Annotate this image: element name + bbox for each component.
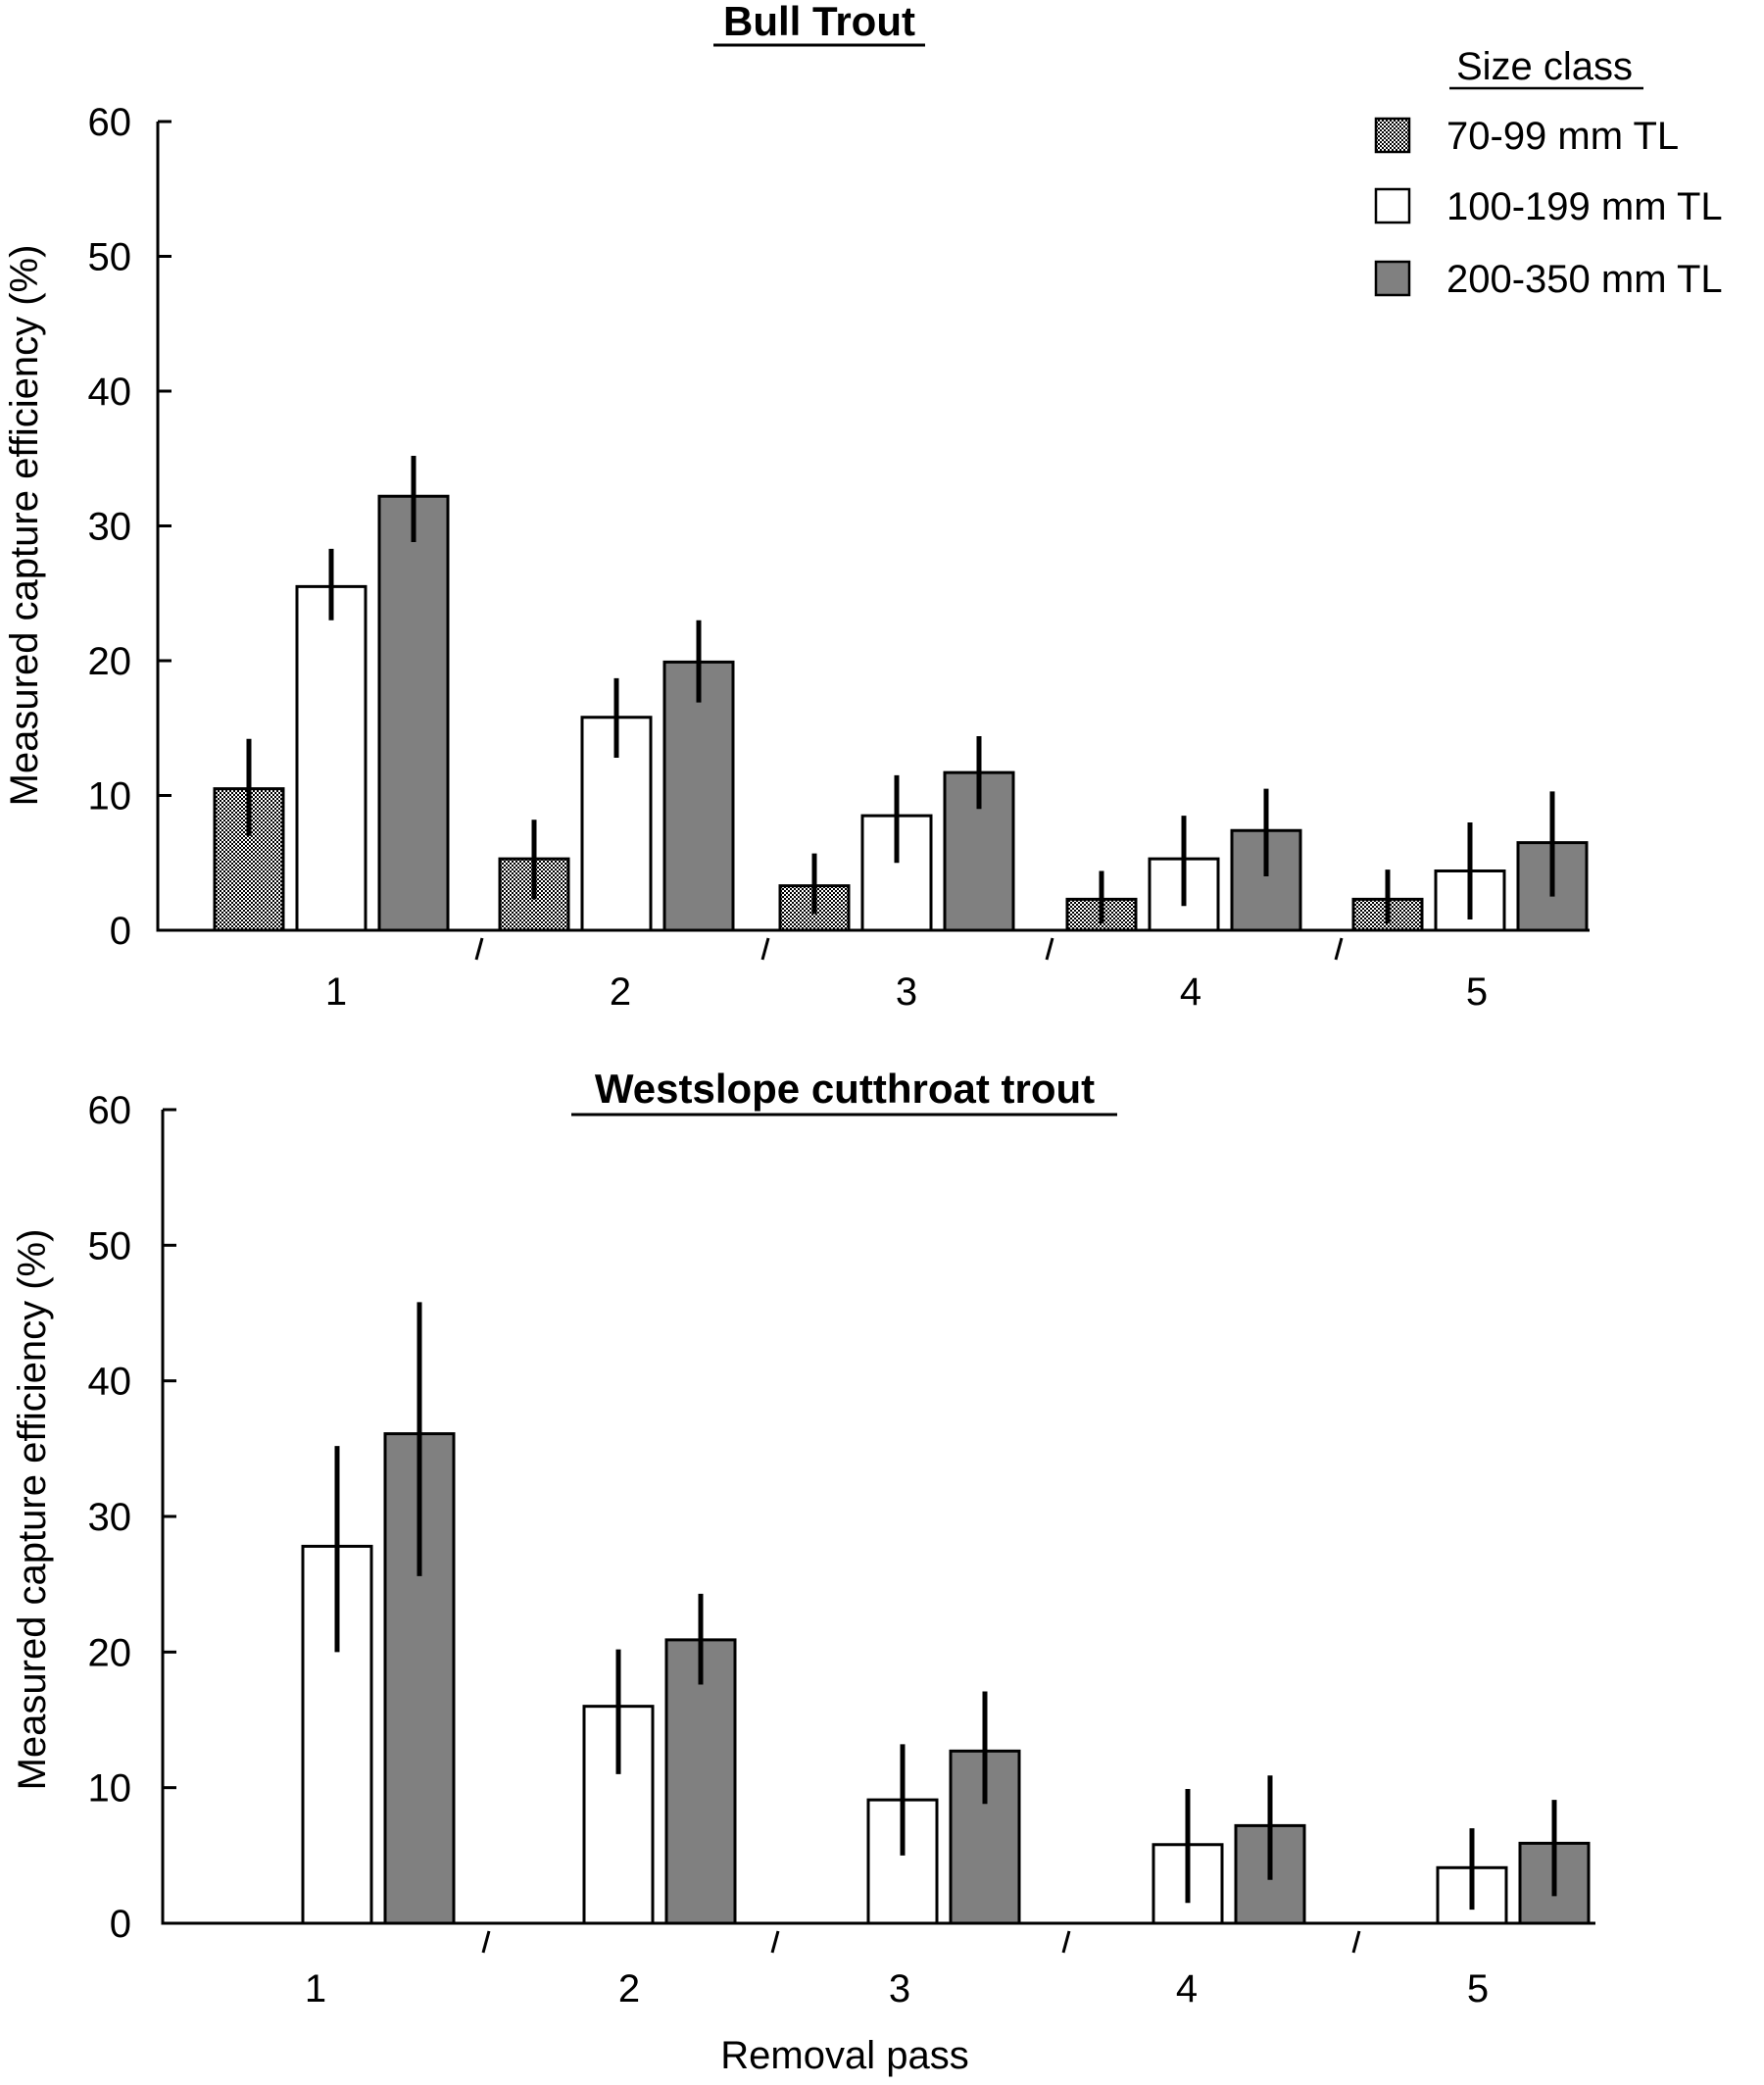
y-tick-label: 0 (110, 1903, 131, 1946)
legend-label: 70-99 mm TL (1446, 115, 1679, 158)
y-tick-label: 60 (88, 101, 132, 144)
y-tick-label: 10 (88, 775, 132, 819)
x-tick (1334, 937, 1344, 961)
x-tick (1045, 937, 1054, 961)
legend-label: 200-350 mm TL (1446, 258, 1723, 301)
y-tick-label: 60 (88, 1089, 132, 1132)
y-tick-label: 50 (88, 1224, 132, 1267)
legend-swatch (1374, 187, 1411, 224)
x-tick-label: 2 (610, 970, 631, 1014)
bar (301, 1544, 373, 1925)
x-tick-label: 2 (618, 1967, 640, 2011)
y-axis-label: Measured capture efficiency (%) (11, 1229, 54, 1791)
westslope-cutthroat-panel: Westslope cutthroat trout Measured captur… (11, 1066, 1595, 2077)
y-tick-label: 30 (88, 506, 132, 549)
x-tick (760, 937, 770, 961)
bar (295, 584, 368, 932)
y-tick-label: 40 (88, 371, 132, 414)
bar (662, 660, 735, 932)
y-tick-label: 20 (88, 1631, 132, 1674)
legend: Size class 70-99 mm TL 100-199 mm TL 200-35… (1374, 45, 1723, 301)
x-tick-label: 5 (1467, 1967, 1489, 2011)
y-tick-label: 10 (88, 1767, 132, 1811)
x-tick (481, 1930, 491, 1954)
x-tick (1061, 1930, 1071, 1954)
x-tick (474, 937, 484, 961)
x-tick (770, 1930, 780, 1954)
legend-swatch (1374, 117, 1411, 154)
x-tick-label: 4 (1176, 1967, 1198, 2011)
y-tick-label: 0 (110, 910, 131, 953)
legend-title: Size class (1456, 45, 1633, 88)
x-tick-label: 3 (896, 970, 917, 1014)
y-tick-label: 30 (88, 1496, 132, 1539)
bar (664, 1638, 737, 1925)
y-tick-label: 40 (88, 1361, 132, 1404)
legend-swatch (1374, 260, 1411, 297)
x-tick-label: 4 (1180, 970, 1201, 1014)
x-tick-label: 3 (889, 1967, 910, 2011)
chart-title: Bull Trout (723, 0, 915, 44)
x-tick-label: 1 (305, 1967, 326, 2011)
x-tick-label: 5 (1466, 970, 1488, 1014)
bull-trout-panel: Bull Trout Measured capture efficiency (%… (3, 0, 1590, 1014)
x-tick (1351, 1930, 1361, 1954)
y-tick-label: 50 (88, 236, 132, 279)
chart-title: Westslope cutthroat trout (595, 1066, 1095, 1112)
y-axis-label: Measured capture efficiency (%) (3, 245, 46, 807)
legend-label: 100-199 mm TL (1446, 185, 1723, 228)
x-tick-label: 1 (325, 970, 347, 1014)
x-axis-label: Removal pass (720, 2034, 968, 2077)
y-tick-label: 20 (88, 640, 132, 683)
bar (377, 494, 450, 932)
